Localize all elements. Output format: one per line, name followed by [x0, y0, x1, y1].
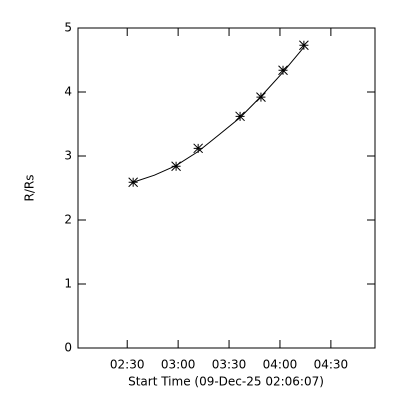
x-tick-label: 02:30 [110, 358, 145, 372]
x-axis-label: Start Time (09-Dec-25 02:06:07) [128, 375, 324, 389]
y-tick-label: 5 [64, 21, 72, 35]
data-point [299, 40, 309, 51]
data-point [128, 177, 139, 188]
x-tick-label: 03:30 [212, 358, 247, 372]
y-tick-label: 1 [64, 277, 72, 291]
fit-curve [132, 46, 305, 183]
x-tick-label: 04:00 [263, 358, 298, 372]
x-tick-label: 04:30 [314, 358, 349, 372]
y-tick-label: 2 [64, 213, 72, 227]
y-tick-label: 3 [64, 149, 72, 163]
y-axis-label: R/Rs [23, 175, 37, 202]
data-point [256, 92, 266, 102]
y-tick-label: 0 [64, 341, 72, 355]
data-point [193, 143, 204, 154]
y-tick-label: 4 [64, 85, 72, 99]
plot-frame [77, 27, 376, 349]
data-point [171, 161, 181, 172]
data-point [278, 65, 288, 76]
x-tick-label: 03:00 [161, 358, 196, 372]
data-point [235, 111, 245, 122]
